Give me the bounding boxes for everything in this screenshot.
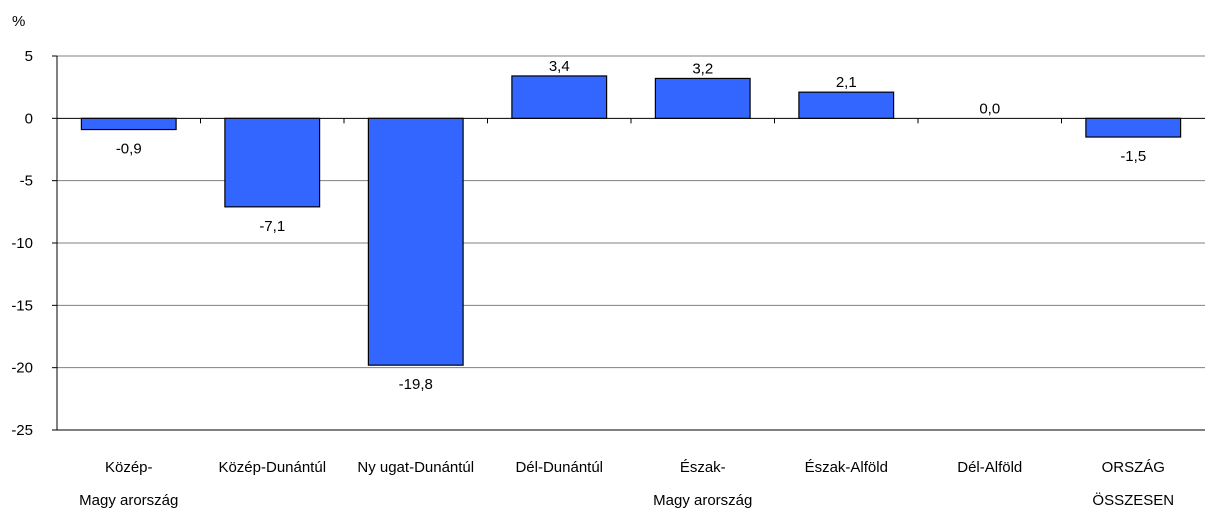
data-label: 3,4 (549, 58, 570, 75)
x-tick-label: Magy arország (653, 492, 752, 509)
x-tick-label: Ny ugat-Dunántúl (357, 459, 474, 476)
x-tick-label: Észak- (680, 459, 726, 476)
x-tick-label: Magy arország (79, 492, 178, 509)
data-label: -0,9 (116, 141, 142, 158)
bar (367, 117, 464, 366)
data-label: 0,0 (979, 100, 1000, 117)
x-tick-labels: Közép- Magy arország Közép-Dunántúl Ny ugat… (79, 459, 1174, 509)
bars (80, 75, 1182, 366)
x-tick-label: Dél-Alföld (957, 459, 1022, 476)
bar (511, 75, 608, 119)
bar (80, 117, 177, 131)
bar (654, 77, 751, 119)
y-tick-labels: 5 0 -5 -10 -15 -20 -25 (11, 48, 33, 439)
data-label: 3,2 (692, 60, 713, 77)
bar (798, 91, 895, 119)
data-label: -7,1 (259, 218, 285, 235)
data-label: -19,8 (399, 376, 433, 393)
data-label: 2,1 (836, 74, 857, 91)
y-tick-label: 5 (25, 48, 33, 65)
y-tick-label: 0 (25, 110, 33, 127)
x-tick-label: Dél-Dunántúl (515, 459, 603, 476)
data-label: -1,5 (1120, 148, 1146, 165)
x-tick-label: Észak-Alföld (805, 459, 888, 476)
y-tick-label: -5 (20, 173, 33, 190)
y-axis-unit-label: % (12, 13, 25, 30)
y-tick-label: -25 (11, 422, 33, 439)
data-labels: -0,9 -7,1 -19,8 3,4 3,2 2,1 0,0 -1,5 (116, 58, 1146, 393)
y-tick-label: -15 (11, 297, 33, 314)
x-tick-label: ÖSSZESEN (1092, 491, 1174, 509)
x-tick-label: Közép- (105, 459, 153, 476)
bar (224, 117, 321, 208)
x-tick-label: Közép-Dunántúl (218, 459, 326, 476)
gridlines (57, 55, 1205, 369)
x-tick-label: ORSZÁG (1102, 459, 1165, 476)
bar (1085, 117, 1182, 138)
y-tick-label: -20 (11, 360, 33, 377)
y-tick-label: -10 (11, 235, 33, 252)
